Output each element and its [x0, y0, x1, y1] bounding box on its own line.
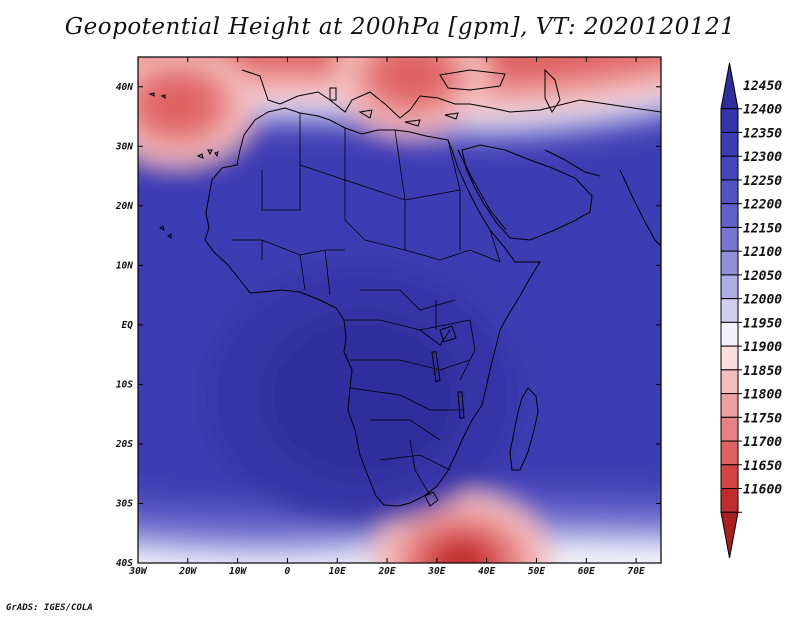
longitude-tick-label: 30W: [128, 566, 147, 577]
latitude-tick-label: 40N: [116, 82, 133, 93]
colorbar-segment: [720, 203, 739, 228]
latitude-tick-label: EQ: [122, 320, 134, 331]
lake-victoria: [439, 325, 457, 343]
latitude-tick-label: 20S: [115, 439, 133, 450]
latitude-tick-label: 30N: [115, 141, 133, 152]
colorbar-label: 11700: [743, 435, 782, 450]
country-borders: [232, 113, 501, 496]
colorbar-segment: [720, 131, 739, 157]
colorbar-label: 11950: [743, 316, 782, 331]
colorbar-segment: [720, 108, 739, 133]
lake-tanganyika: [431, 351, 441, 383]
europe-coastline: [241, 69, 661, 119]
persian-gulf-coast: [544, 149, 601, 177]
colorbar-label: 11850: [743, 364, 782, 379]
canary-islands: [196, 149, 219, 159]
longitude-tick-label: 40E: [478, 566, 495, 577]
colorbar-label: 12050: [743, 269, 782, 284]
colorbar: 12450 12400 12350 12300 12250 12200 12150 12100…: [720, 62, 782, 559]
colorbar-label: 12250: [743, 174, 782, 189]
longitude-tick-label: 60E: [578, 566, 595, 577]
cyprus: [444, 112, 459, 120]
latitude-tick-label: 10S: [116, 379, 133, 390]
azores: [148, 92, 166, 99]
longitude-axis: 30W 20W 10W 0 10E 20E 30E 40E 50E 60E 70E: [128, 57, 645, 577]
map-title: Geopotential Height at 200hPa [gpm], VT:…: [64, 14, 736, 40]
colorbar-label: 11750: [743, 411, 782, 426]
colorbar-label: 12300: [743, 150, 782, 165]
colorbar-label: 11600: [743, 483, 782, 498]
colorbar-segment: [720, 369, 739, 395]
latitude-tick-label: 40S: [116, 558, 133, 569]
colorbar-label: 11650: [743, 459, 782, 474]
colorbar-segment: [720, 488, 739, 513]
colorbar-label: 12150: [743, 221, 782, 236]
colorbar-label: 12350: [743, 127, 782, 142]
latitude-tick-label: 20N: [115, 201, 133, 212]
colorbar-label: 12450: [743, 79, 782, 94]
colorbar-segment: [720, 321, 739, 347]
latitude-tick-label: 30S: [115, 498, 133, 509]
colorbar-label: 11900: [743, 340, 782, 355]
longitude-tick-label: 20E: [377, 566, 395, 577]
colorbar-segment: [720, 440, 739, 466]
crete: [404, 119, 421, 127]
colorbar-segment: [720, 345, 739, 371]
longitude-tick-label: 50E: [528, 566, 545, 577]
longitude-tick-label: 20W: [178, 566, 197, 577]
red-sea-coast: [457, 149, 507, 231]
latitude-axis: 40N 30N 20N 10N EQ 10S 20S 30S 40S: [115, 82, 661, 569]
madagascar-coastline: [509, 387, 539, 471]
colorbar-upper-triangle: [720, 62, 739, 110]
colorbar-label: 12100: [743, 245, 782, 260]
colorbar-segment: [720, 226, 739, 252]
colorbar-segment: [720, 416, 739, 442]
caspian-coastline: [544, 68, 561, 113]
coastlines: [148, 68, 661, 507]
lesotho: [424, 491, 439, 507]
colorbar-lower-triangle: [720, 511, 739, 559]
colorbar-segment: [720, 250, 739, 276]
colorbar-segment: [720, 274, 739, 300]
colorbar-segment: [720, 179, 739, 205]
longitude-tick-label: 0: [285, 566, 291, 577]
colorbar-label: 12200: [743, 198, 782, 213]
cape-verde: [159, 225, 172, 239]
grads-credit: GrADS: IGES/COLA: [6, 603, 93, 613]
black-sea-coastline: [439, 69, 506, 91]
longitude-tick-label: 10E: [329, 566, 346, 577]
africa-coastline: [204, 107, 541, 507]
colorbar-label: 12400: [743, 103, 782, 118]
sicily: [358, 109, 373, 119]
colorbar-segment: [720, 298, 739, 323]
colorbar-segment: [720, 155, 739, 181]
geopotential-field: [138, 57, 661, 563]
longitude-tick-label: 70E: [628, 566, 645, 577]
arabia-coastline: [461, 144, 593, 241]
sardinia: [329, 87, 337, 101]
colorbar-label: 12000: [743, 293, 782, 308]
lake-malawi: [457, 391, 465, 419]
longitude-tick-label: 10W: [229, 566, 247, 577]
colorbar-segment: [720, 464, 739, 490]
map-frame: [137, 56, 662, 564]
colorbar-label: 11800: [743, 388, 782, 403]
longitude-tick-label: 30E: [427, 566, 445, 577]
colorbar-segment: [720, 393, 739, 418]
india-coastline: [619, 169, 661, 247]
latitude-tick-label: 10N: [116, 260, 133, 271]
